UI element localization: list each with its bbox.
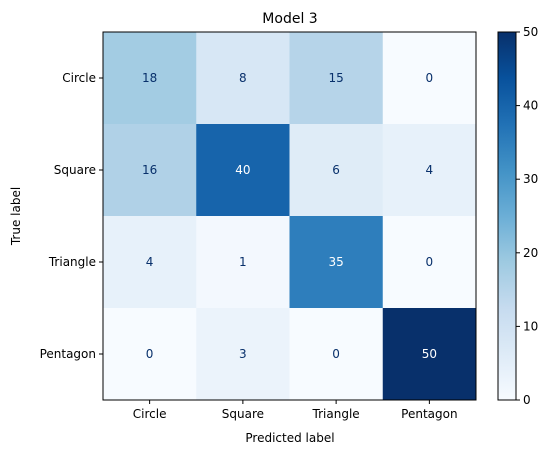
y-tick-label: Circle	[62, 71, 96, 85]
colorbar-tick-label: 40	[523, 99, 538, 113]
colorbar-tick-label: 10	[523, 319, 538, 333]
heatmap-cells	[103, 32, 477, 401]
x-tick-label: Square	[222, 407, 264, 421]
cell-value-label: 0	[426, 255, 434, 269]
colorbar-ticks: 0 10 20 30 40 50	[516, 25, 538, 407]
cell-value-label: 0	[426, 71, 434, 85]
colorbar-tick-label: 30	[523, 172, 538, 186]
cell-value-label: 15	[328, 71, 343, 85]
y-axis-label: True label	[9, 187, 23, 246]
x-tick-label: Pentagon	[401, 407, 457, 421]
x-tick-label: Triangle	[312, 407, 360, 421]
x-tick-label: Circle	[133, 407, 167, 421]
colorbar-tick-label: 50	[523, 25, 538, 39]
x-axis-label: Predicted label	[245, 431, 334, 445]
cell-value-label: 4	[426, 163, 434, 177]
cell-value-label: 6	[332, 163, 340, 177]
colorbar	[498, 32, 516, 400]
x-axis-ticks: Circle Square Triangle Pentagon	[133, 400, 458, 421]
cell-value-label: 0	[332, 347, 340, 361]
y-tick-label: Pentagon	[40, 347, 96, 361]
cell-value-label: 50	[422, 347, 437, 361]
colorbar-tick-label: 20	[523, 246, 538, 260]
cell-value-label: 3	[239, 347, 247, 361]
colorbar-tick-label: 0	[523, 393, 531, 407]
y-tick-label: Square	[54, 163, 96, 177]
cell-value-label: 8	[239, 71, 247, 85]
cell-value-label: 0	[146, 347, 154, 361]
cell-value-label: 1	[239, 255, 247, 269]
cell-value-label: 16	[142, 163, 157, 177]
cell-value-label: 40	[235, 163, 250, 177]
y-axis-ticks: Circle Square Triangle Pentagon	[40, 71, 103, 361]
cell-value-label: 18	[142, 71, 157, 85]
cell-value-label: 4	[146, 255, 154, 269]
chart-title: Model 3	[262, 11, 317, 27]
y-tick-label: Triangle	[48, 255, 96, 269]
cell-value-label: 35	[328, 255, 343, 269]
